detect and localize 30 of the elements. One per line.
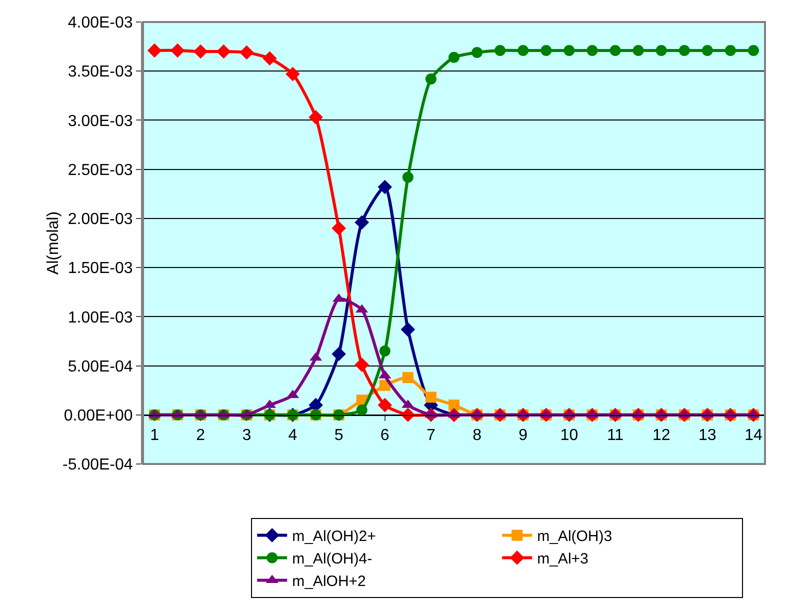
legend-label: m_Al(OH)4-: [292, 550, 372, 568]
x-tick-label: 10: [560, 427, 578, 444]
y-tick-label: 3.00E-03: [68, 112, 133, 130]
y-tick-label: 1.50E-03: [68, 260, 133, 278]
x-tick-label: 9: [518, 427, 528, 444]
y-tick-label: 1.00E-03: [68, 309, 133, 326]
legend-label: m_Al+3: [537, 550, 588, 568]
legend-label: m_Al(OH)2+: [292, 528, 376, 546]
x-tick-label: 1: [150, 427, 160, 444]
x-tick-label: 5: [334, 427, 344, 444]
x-tick-label: 8: [472, 427, 482, 444]
legend-label: m_Al(OH)3: [537, 528, 612, 546]
x-tick-label: 14: [744, 427, 762, 444]
y-tick-label: 0.00E+00: [64, 407, 133, 424]
y-tick-label: -5.00E-04: [62, 456, 133, 474]
x-tick-label: 4: [288, 427, 298, 444]
x-tick-label: 13: [698, 427, 716, 444]
legend-label: m_AlOH+2: [292, 573, 366, 590]
x-tick-label: 7: [426, 427, 436, 444]
y-tick-label: 4.00E-03: [68, 14, 133, 32]
y-tick-label: 5.00E-04: [68, 358, 133, 376]
y-tick-label: 2.50E-03: [68, 162, 133, 179]
x-tick-label: 11: [606, 427, 624, 444]
y-tick-label: 3.50E-03: [68, 64, 133, 81]
x-tick-label: 12: [652, 427, 670, 444]
x-tick-label: 3: [242, 427, 252, 444]
y-tick-label: 2.00E-03: [68, 211, 133, 228]
y-axis-title: Al(molal): [44, 211, 62, 275]
x-tick-label: 2: [196, 427, 206, 444]
x-tick-label: 6: [380, 427, 390, 444]
